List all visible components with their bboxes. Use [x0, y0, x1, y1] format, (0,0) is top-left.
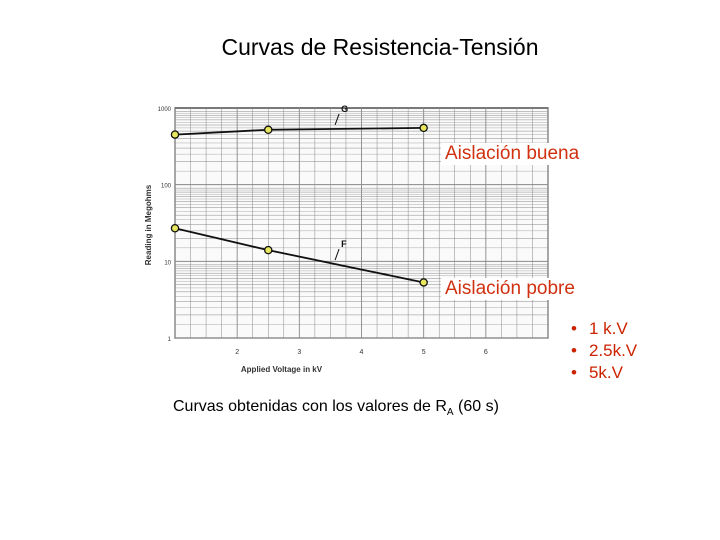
- callout-good-insulation: Aislación buena: [441, 143, 584, 165]
- data-point: [263, 245, 273, 255]
- caption-subscript: A: [446, 407, 454, 419]
- y-tick-label: 1: [168, 337, 172, 343]
- caption-suffix: (60 s): [453, 398, 499, 415]
- bullet-item: 5k.V: [571, 362, 637, 384]
- chart-series: GF: [170, 104, 428, 287]
- x-axis-label: Applied Voltage in kV: [241, 365, 323, 374]
- x-tick-label: 3: [297, 349, 301, 356]
- slide-caption: Curvas obtenidas con los valores de RA (…: [173, 398, 499, 418]
- series-label: G: [341, 104, 348, 114]
- data-point: [263, 125, 273, 135]
- y-axis-label: Reading in Megohms: [144, 184, 153, 265]
- data-point: [419, 123, 428, 133]
- voltage-bullet-list: 1 k.V 2.5k.V 5k.V: [571, 318, 637, 384]
- slide-title: Curvas de Resistencia-Tensión: [221, 34, 539, 60]
- x-tick-label: 5: [422, 349, 426, 356]
- x-tick-label: 6: [484, 349, 488, 356]
- bullet-item: 2.5k.V: [571, 340, 637, 362]
- data-point: [419, 278, 428, 287]
- bullet-item: 1 k.V: [571, 318, 637, 340]
- series-label: F: [341, 239, 347, 249]
- caption-text: Curvas obtenidas con los valores de R: [173, 398, 447, 415]
- callout-poor-insulation: Aislación pobre: [441, 278, 579, 300]
- chart-axes: 2 3 4 5 6 1 10 100 1000 Applied Voltage in kV Read…: [144, 107, 488, 374]
- data-point: [170, 224, 180, 233]
- data-point: [170, 130, 180, 139]
- y-tick-label: 1000: [158, 107, 172, 113]
- series-label-leader: [334, 248, 340, 261]
- y-tick-label: 100: [161, 184, 172, 190]
- series-label-leader: [334, 113, 340, 126]
- x-tick-label: 2: [235, 349, 239, 356]
- x-tick-label: 4: [360, 349, 364, 356]
- y-tick-label: 10: [164, 260, 171, 266]
